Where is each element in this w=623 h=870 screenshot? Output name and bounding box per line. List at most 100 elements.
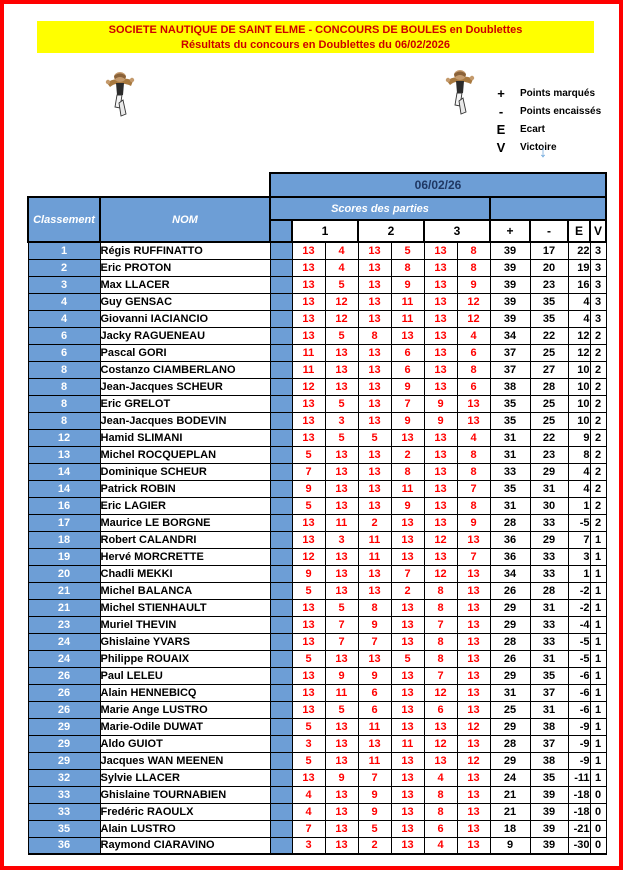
score-cell: 9 bbox=[456, 513, 491, 532]
score-cell: 7 bbox=[324, 615, 359, 634]
score-cell: 9 bbox=[456, 275, 491, 294]
score-cell: 11 bbox=[390, 734, 425, 753]
rank-cell: 12 bbox=[27, 428, 101, 447]
gap-cell bbox=[269, 819, 293, 838]
gap-cell bbox=[269, 411, 293, 430]
rank-cell: 21 bbox=[27, 598, 101, 617]
score-cell: 5 bbox=[291, 717, 326, 736]
score-cell: 5 bbox=[324, 428, 359, 447]
petanque-player-icon bbox=[442, 68, 478, 125]
name-cell: Hamid SLIMANI bbox=[99, 428, 271, 447]
score-cell: 5 bbox=[291, 445, 326, 464]
victoire-cell: 1 bbox=[589, 734, 607, 753]
points-marques-cell: 33 bbox=[489, 462, 531, 481]
score-cell: 11 bbox=[357, 717, 392, 736]
table-row: 4 Guy GENSAC 13 12 13 11 13 12 39 35 4 3 bbox=[27, 292, 607, 311]
score-cell: 13 bbox=[390, 700, 425, 719]
score-cell: 11 bbox=[324, 513, 359, 532]
points-encaisses-cell: 39 bbox=[529, 819, 569, 838]
score-cell: 13 bbox=[456, 615, 491, 634]
ecart-cell: 19 bbox=[567, 258, 591, 277]
score-cell: 9 bbox=[390, 377, 425, 396]
score-cell: 13 bbox=[357, 479, 392, 498]
ecart-cell: -6 bbox=[567, 683, 591, 702]
points-encaisses-cell: 35 bbox=[529, 666, 569, 685]
gap-cell bbox=[269, 513, 293, 532]
name-cell: Eric LAGIER bbox=[99, 496, 271, 515]
table-row: 29 Marie-Odile DUWAT 5 13 11 13 13 12 29… bbox=[27, 717, 607, 736]
score-cell: 13 bbox=[291, 258, 326, 277]
score-cell: 5 bbox=[324, 700, 359, 719]
score-cell: 13 bbox=[324, 377, 359, 396]
rank-cell: 29 bbox=[27, 717, 101, 736]
score-cell: 13 bbox=[423, 445, 458, 464]
score-cell: 11 bbox=[390, 292, 425, 311]
score-cell: 2 bbox=[357, 513, 392, 532]
score-cell: 3 bbox=[324, 411, 359, 430]
ecart-cell: 12 bbox=[567, 326, 591, 345]
gap-cell bbox=[269, 547, 293, 566]
score-cell: 13 bbox=[324, 802, 359, 821]
score-cell: 5 bbox=[390, 649, 425, 668]
name-cell: Régis RUFFINATTO bbox=[99, 241, 271, 260]
score-cell: 13 bbox=[390, 598, 425, 617]
score-cell: 13 bbox=[291, 513, 326, 532]
legend-label: Ecart bbox=[520, 123, 546, 135]
score-cell: 13 bbox=[324, 581, 359, 600]
score-cell: 13 bbox=[291, 666, 326, 685]
victoire-cell: 3 bbox=[589, 292, 607, 311]
score-cell: 8 bbox=[423, 598, 458, 617]
gap-cell bbox=[269, 462, 293, 481]
points-marques-cell: 29 bbox=[489, 751, 531, 770]
rank-cell: 36 bbox=[27, 836, 101, 855]
score-cell: 13 bbox=[291, 326, 326, 345]
table-row: 1 Régis RUFFINATTO 13 4 13 5 13 8 39 17 … bbox=[27, 241, 607, 260]
victoire-cell: 2 bbox=[589, 496, 607, 515]
name-cell: Dominique SCHEUR bbox=[99, 462, 271, 481]
points-marques-cell: 18 bbox=[489, 819, 531, 838]
score-cell: 13 bbox=[390, 802, 425, 821]
rank-cell: 3 bbox=[27, 275, 101, 294]
score-cell: 8 bbox=[456, 496, 491, 515]
score-cell: 5 bbox=[291, 751, 326, 770]
points-marques-cell: 39 bbox=[489, 309, 531, 328]
ecart-cell: -30 bbox=[567, 836, 591, 855]
score-cell: 13 bbox=[390, 751, 425, 770]
score-cell: 13 bbox=[423, 258, 458, 277]
date-header: 06/02/26 bbox=[269, 172, 607, 198]
table-row: 18 Robert CALANDRI 13 3 11 13 12 13 36 2… bbox=[27, 530, 607, 549]
table-row: 36 Raymond CIARAVINO 3 13 2 13 4 13 9 39… bbox=[27, 836, 607, 855]
points-encaisses-cell: 28 bbox=[529, 377, 569, 396]
score-cell: 13 bbox=[357, 275, 392, 294]
score-cell: 13 bbox=[456, 683, 491, 702]
petanque-player-icon bbox=[102, 70, 138, 127]
score-cell: 5 bbox=[291, 496, 326, 515]
score-cell: 7 bbox=[357, 768, 392, 787]
table-row: 29 Jacques WAN MEENEN 5 13 11 13 13 12 2… bbox=[27, 751, 607, 770]
table-row: 33 Ghislaine TOURNABIEN 4 13 9 13 8 13 2… bbox=[27, 785, 607, 804]
ecart-cell: -4 bbox=[567, 615, 591, 634]
rank-cell: 14 bbox=[27, 479, 101, 498]
score-cell: 13 bbox=[291, 411, 326, 430]
table-row: 17 Maurice LE BORGNE 13 11 2 13 13 9 28 … bbox=[27, 513, 607, 532]
score-cell: 13 bbox=[291, 394, 326, 413]
score-cell: 7 bbox=[456, 479, 491, 498]
name-cell: Chadli MEKKI bbox=[99, 564, 271, 583]
score-cell: 13 bbox=[291, 275, 326, 294]
rank-cell: 21 bbox=[27, 581, 101, 600]
rank-cell: 8 bbox=[27, 377, 101, 396]
points-encaisses-cell: 31 bbox=[529, 700, 569, 719]
points-marques-cell: 38 bbox=[489, 377, 531, 396]
score-cell: 5 bbox=[291, 649, 326, 668]
points-encaisses-cell: 38 bbox=[529, 751, 569, 770]
score-cell: 6 bbox=[390, 343, 425, 362]
gap-cell bbox=[269, 683, 293, 702]
rank-cell: 4 bbox=[27, 309, 101, 328]
gap-cell bbox=[269, 802, 293, 821]
name-cell: Pascal GORI bbox=[99, 343, 271, 362]
score-cell: 7 bbox=[324, 632, 359, 651]
table-row: 6 Jacky RAGUENEAU 13 5 8 13 13 4 34 22 1… bbox=[27, 326, 607, 345]
gap-cell bbox=[269, 428, 293, 447]
victoire-cell: 2 bbox=[589, 479, 607, 498]
table-row: 20 Chadli MEKKI 9 13 13 7 12 13 34 33 1 … bbox=[27, 564, 607, 583]
